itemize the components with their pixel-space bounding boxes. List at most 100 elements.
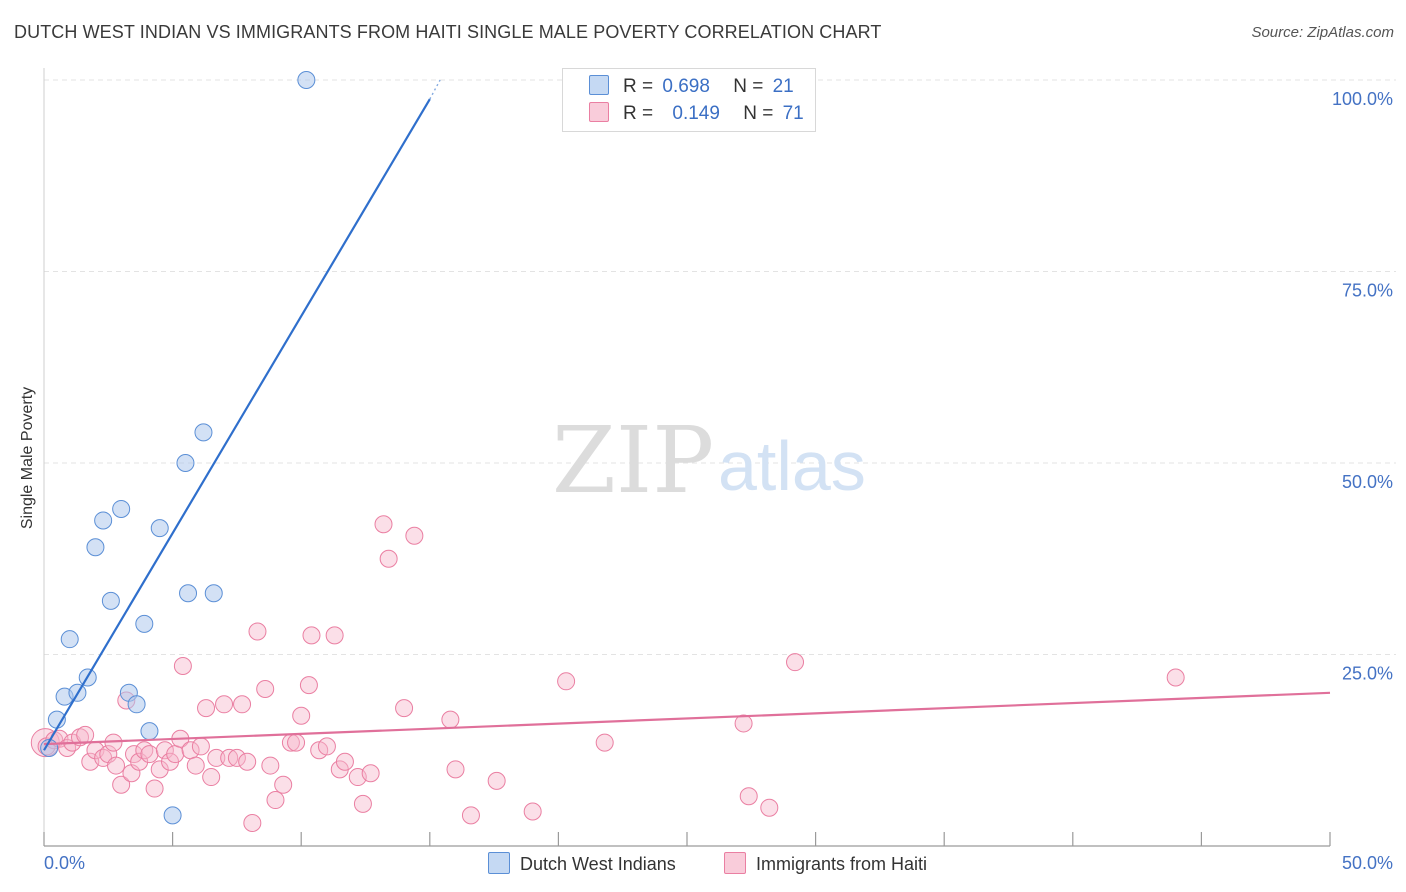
x-tick-labels: 0.0% 50.0%: [44, 853, 1393, 873]
data-point-haiti: [739, 787, 758, 806]
data-point-dutch: [101, 591, 120, 610]
data-point-haiti: [760, 798, 779, 817]
data-point-haiti: [150, 760, 169, 779]
data-point-haiti: [379, 549, 398, 568]
data-point-haiti: [299, 676, 318, 695]
y-tick-labels: 25.0% 50.0% 75.0% 100.0%: [1332, 89, 1393, 684]
data-point-haiti: [405, 526, 424, 545]
data-point-dutch: [194, 423, 213, 442]
data-point-haiti: [107, 756, 126, 775]
data-point-haiti: [274, 775, 293, 794]
data-point-haiti: [353, 794, 372, 813]
data-point-haiti: [261, 756, 280, 775]
data-point-haiti: [243, 814, 262, 833]
data-point-haiti: [461, 806, 480, 825]
data-point-haiti: [325, 626, 344, 645]
stats-legend-row-haiti: R = 0.149 N = 71: [589, 102, 804, 126]
data-point-haiti: [130, 752, 149, 771]
legend-label-haiti: Immigrants from Haiti: [756, 854, 928, 874]
data-point-dutch: [112, 499, 131, 518]
data-point-haiti: [233, 695, 252, 714]
series-haiti-points: [30, 515, 1185, 833]
data-point-haiti: [76, 725, 95, 744]
trend-line-dutch: [43, 98, 431, 751]
n-value-dutch: 21: [772, 76, 794, 97]
data-point-haiti: [374, 515, 393, 534]
stats-legend-row-dutch: R = 0.698 N = 21: [589, 75, 794, 99]
legend-item-dutch[interactable]: Dutch West Indians: [488, 852, 676, 875]
r-value-haiti: 0.149: [672, 103, 720, 124]
data-point-dutch: [163, 806, 182, 825]
data-point-haiti: [202, 768, 221, 787]
data-point-haiti: [186, 756, 205, 775]
data-point-dutch: [86, 538, 105, 557]
n-label: N =: [733, 76, 764, 97]
grid-lines: [44, 79, 1396, 655]
data-point-haiti: [112, 775, 131, 794]
data-point-haiti: [287, 733, 306, 752]
data-point-haiti: [215, 695, 234, 714]
trend-line-haiti: [43, 691, 1331, 746]
data-point-dutch: [297, 71, 316, 89]
watermark: ZIP atlas: [552, 407, 866, 514]
data-point-haiti: [317, 737, 336, 756]
stats-legend: R = 0.698 N = 21 R = 0.149 N = 71: [562, 68, 816, 132]
data-point-haiti: [266, 791, 285, 810]
r-label: R =: [623, 76, 654, 97]
data-point-dutch: [179, 584, 198, 603]
data-point-dutch: [135, 614, 154, 633]
data-point-haiti: [227, 748, 246, 767]
n-value-haiti: 71: [782, 103, 804, 124]
data-point-haiti: [734, 714, 753, 733]
data-point-haiti: [395, 699, 414, 718]
data-point-dutch: [150, 519, 169, 538]
data-point-haiti: [191, 737, 210, 756]
data-point-dutch: [127, 695, 146, 714]
data-point-haiti: [220, 748, 239, 767]
y-tick-label: 50.0%: [1342, 472, 1393, 492]
legend-swatch-dutch: [488, 852, 510, 874]
trend-lines: [43, 79, 1331, 751]
data-point-haiti: [292, 706, 311, 725]
data-point-haiti: [145, 779, 164, 798]
data-point-haiti: [786, 653, 805, 672]
data-point-haiti: [523, 802, 542, 821]
data-point-haiti: [441, 710, 460, 729]
swatch-haiti: [589, 102, 609, 122]
legend-swatch-haiti: [724, 852, 746, 874]
data-point-haiti: [238, 752, 257, 771]
data-point-haiti: [302, 626, 321, 645]
y-tick-label: 75.0%: [1342, 281, 1393, 301]
series-legend: Dutch West Indians Immigrants from Haiti: [0, 852, 1406, 878]
legend-label-dutch: Dutch West Indians: [520, 854, 676, 874]
data-point-dutch: [94, 511, 113, 530]
data-point-dutch: [204, 584, 223, 603]
swatch-dutch: [589, 75, 609, 95]
data-point-haiti: [166, 745, 185, 764]
data-point-haiti: [140, 745, 159, 764]
data-point-haiti: [173, 656, 192, 675]
chart-title: DUTCH WEST INDIAN VS IMMIGRANTS FROM HAI…: [14, 22, 882, 42]
x-tick-label: 50.0%: [1342, 853, 1393, 873]
legend-item-haiti[interactable]: Immigrants from Haiti: [724, 852, 927, 875]
data-point-haiti: [1166, 668, 1185, 687]
r-value-dutch: 0.698: [662, 76, 710, 97]
data-point-dutch: [60, 630, 79, 649]
data-point-haiti: [155, 741, 174, 760]
data-point-haiti: [256, 679, 275, 698]
series-dutch-points: [40, 71, 316, 825]
y-tick-label: 25.0%: [1342, 664, 1393, 684]
y-tick-label: 100.0%: [1332, 89, 1393, 109]
chart-source: Source: ZipAtlas.com: [1251, 24, 1394, 41]
data-point-haiti: [197, 699, 216, 718]
data-point-haiti: [557, 672, 576, 691]
data-point-haiti: [361, 764, 380, 783]
x-tick-label: 0.0%: [44, 853, 85, 873]
data-point-haiti: [248, 622, 267, 641]
data-point-dutch: [176, 454, 195, 472]
data-point-haiti: [595, 733, 614, 752]
data-point-haiti: [487, 771, 506, 790]
watermark-zip: ZIP: [552, 407, 714, 514]
axes: [43, 68, 1331, 847]
